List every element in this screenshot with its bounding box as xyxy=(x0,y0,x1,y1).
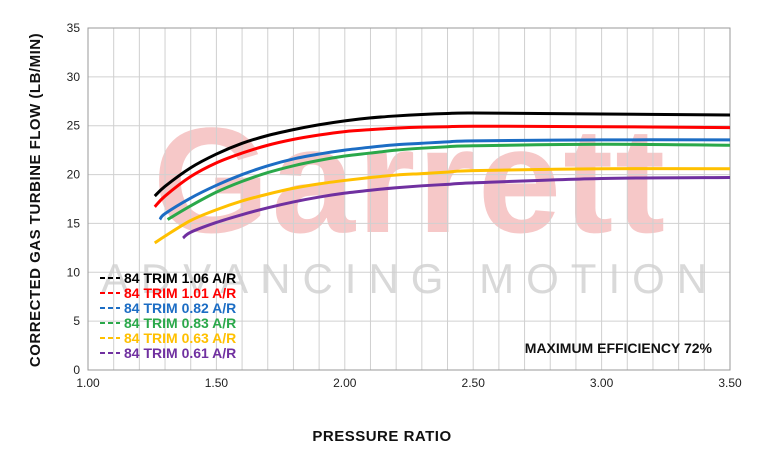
series-line-2 xyxy=(153,124,731,208)
legend: 84 TRIM 1.06 A/R84 TRIM 1.01 A/R84 TRIM … xyxy=(100,270,236,361)
legend-label: 84 TRIM 0.63 A/R xyxy=(124,330,236,346)
watermark-tagline: ADVANCING MOTION xyxy=(101,255,719,302)
x-tick-label: 2.50 xyxy=(462,376,486,390)
legend-item: 84 TRIM 1.01 A/R xyxy=(100,285,236,301)
y-axis-title: CORRECTED GAS TURBINE FLOW (LB/MIN) xyxy=(27,33,44,367)
legend-label: 84 TRIM 0.61 A/R xyxy=(124,345,236,361)
legend-item: 84 TRIM 0.63 A/R xyxy=(100,330,236,346)
x-tick-label: 1.50 xyxy=(205,376,229,390)
y-tick-label: 15 xyxy=(67,216,81,230)
series-line-4 xyxy=(166,142,731,221)
y-tick-label: 35 xyxy=(67,21,81,35)
y-tick-label: 30 xyxy=(67,70,81,84)
y-tick-label: 20 xyxy=(67,168,81,182)
x-tick-label: 3.00 xyxy=(590,376,614,390)
y-tick-label: 5 xyxy=(73,314,80,328)
legend-item: 84 TRIM 1.06 A/R xyxy=(100,270,236,286)
axes: 1.00 1.50 2.00 2.50 3.00 3.50 0 5 10 15 20 25 30 35 xyxy=(67,21,742,390)
y-tick-label: 10 xyxy=(67,265,81,279)
x-tick-label: 1.00 xyxy=(76,376,100,390)
max-efficiency-annotation: MAXIMUM EFFICIENCY 72% xyxy=(525,340,713,356)
x-tick-label: 3.50 xyxy=(718,376,742,390)
legend-label: 84 TRIM 0.83 A/R xyxy=(124,315,236,331)
legend-item: 84 TRIM 0.83 A/R xyxy=(100,315,236,331)
legend-label: 84 TRIM 0.82 A/R xyxy=(124,300,236,316)
x-axis-title: PRESSURE RATIO xyxy=(312,428,451,445)
y-tick-label: 0 xyxy=(73,363,80,377)
legend-label: 84 TRIM 1.06 A/R xyxy=(124,270,236,286)
legend-item: 84 TRIM 0.82 A/R xyxy=(100,300,236,316)
legend-item: 84 TRIM 0.61 A/R xyxy=(100,345,236,361)
series-line-6 xyxy=(182,176,731,240)
series-line-5 xyxy=(153,167,731,245)
series-line-3 xyxy=(158,138,731,221)
plot-border xyxy=(87,27,731,371)
y-tick-label: 25 xyxy=(67,119,81,133)
x-tick-label: 2.00 xyxy=(333,376,357,390)
legend-label: 84 TRIM 1.01 A/R xyxy=(124,285,236,301)
series-lines xyxy=(153,111,731,245)
series-line-1 xyxy=(153,111,731,198)
